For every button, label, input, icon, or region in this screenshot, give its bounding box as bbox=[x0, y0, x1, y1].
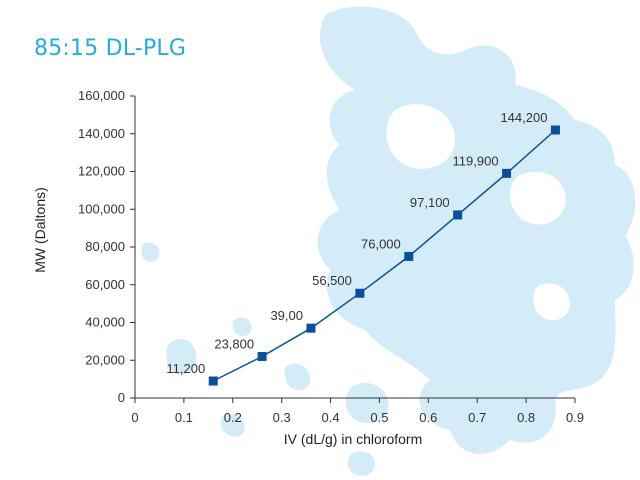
y-tick-label: 160,000 bbox=[78, 88, 125, 103]
x-tick-label: 0.1 bbox=[175, 410, 193, 425]
y-tick-label: 0 bbox=[118, 390, 125, 405]
y-tick-label: 140,000 bbox=[78, 126, 125, 141]
data-point-marker bbox=[404, 251, 414, 261]
data-point-label: 56,500 bbox=[312, 273, 352, 288]
x-tick-label: 0.2 bbox=[224, 410, 242, 425]
data-point-label: 119,900 bbox=[453, 153, 499, 168]
page-title: 85:15 DL-PLG bbox=[34, 36, 187, 61]
x-tick-label: 0.5 bbox=[370, 410, 388, 425]
y-tick-label: 40,000 bbox=[85, 315, 125, 330]
background-hole bbox=[386, 104, 455, 169]
data-point-label: 11,200 bbox=[166, 361, 205, 376]
x-tick-label: 0.4 bbox=[322, 410, 340, 425]
y-tick-label: 120,000 bbox=[78, 164, 125, 179]
y-tick-label: 20,000 bbox=[85, 352, 125, 367]
background-hole bbox=[509, 171, 566, 225]
data-point-label: 39,00 bbox=[270, 308, 303, 323]
data-labels: 11,200 23,800 39,00 56,500 76,000 97,100 119,9… bbox=[166, 110, 547, 376]
data-point-marker bbox=[208, 376, 218, 386]
x-tick-label: 0.8 bbox=[517, 410, 535, 425]
background-blob bbox=[232, 317, 252, 337]
background-blob bbox=[284, 363, 311, 391]
data-points bbox=[208, 125, 560, 386]
x-axis-title: IV (dL/g) in chloroform bbox=[284, 431, 423, 447]
data-point-marker bbox=[306, 323, 316, 333]
y-tick-label: 100,000 bbox=[78, 201, 125, 216]
data-point-label: 23,800 bbox=[214, 336, 254, 351]
x-tick-label: 0.7 bbox=[468, 410, 486, 425]
data-point-marker bbox=[502, 168, 512, 178]
y-axis-ticks: 0 20,000 40,000 60,000 80,000 100,000 120,000 1… bbox=[78, 88, 135, 405]
background-blob bbox=[141, 242, 160, 262]
data-point-marker bbox=[453, 210, 463, 220]
x-axis-ticks: 0 0.1 0.2 0.3 0.4 0.5 0.6 0.7 0.8 0.9 bbox=[131, 398, 584, 425]
x-tick-label: 0 bbox=[131, 410, 138, 425]
data-point-label: 144,200 bbox=[500, 110, 547, 125]
background-blob bbox=[220, 413, 245, 437]
data-point-marker bbox=[257, 351, 267, 361]
series-line bbox=[212, 129, 556, 382]
data-point-label: 76,000 bbox=[361, 236, 401, 251]
data-point-marker bbox=[550, 125, 560, 135]
background-blob bbox=[166, 339, 197, 375]
x-tick-label: 0.3 bbox=[273, 410, 291, 425]
x-tick-label: 0.9 bbox=[566, 410, 584, 425]
y-tick-label: 60,000 bbox=[85, 277, 125, 292]
background-blob bbox=[345, 382, 389, 424]
data-point-label: 97,100 bbox=[410, 195, 450, 210]
y-axis-title: MW (Daltons) bbox=[32, 187, 48, 273]
background-hole bbox=[533, 283, 570, 321]
y-tick-label: 80,000 bbox=[85, 239, 125, 254]
x-tick-label: 0.6 bbox=[419, 410, 437, 425]
background-blob bbox=[348, 451, 375, 476]
data-point-marker bbox=[355, 288, 365, 298]
